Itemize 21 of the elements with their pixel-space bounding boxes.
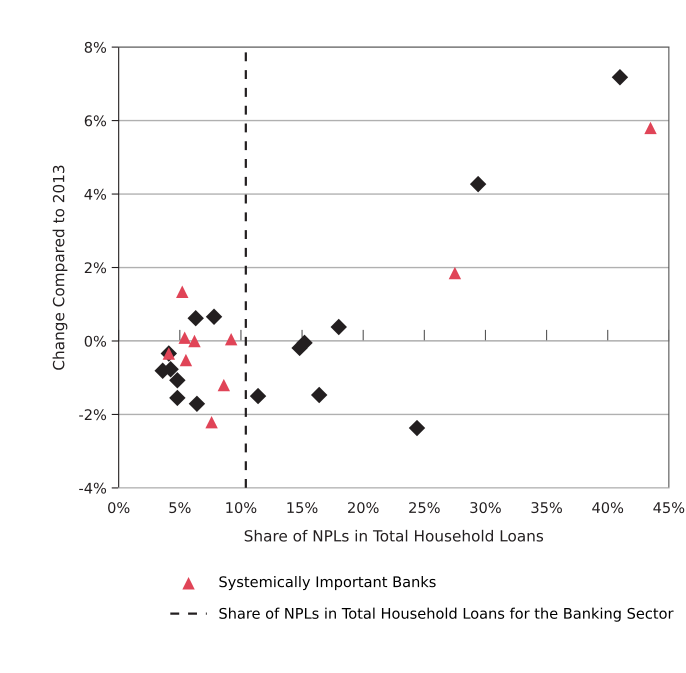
x-axis-title: Share of NPLs in Total Household Loans (244, 530, 544, 542)
x-tick-label: 15% (287, 502, 318, 514)
y-tick-label: 4% (84, 188, 106, 200)
legend-label: Share of NPLs in Total Household Loans for the Banking Sector (219, 608, 674, 622)
y-tick-label: -4% (79, 482, 106, 494)
x-tick-label: 0% (108, 502, 130, 514)
legend-label: Systemically Important Banks (219, 576, 436, 590)
y-tick-label: -2% (79, 409, 106, 420)
x-tick-label: 45% (653, 502, 684, 514)
y-tick-label: 6% (84, 115, 106, 126)
x-tick-label: 25% (409, 502, 440, 514)
x-tick-label: 5% (169, 502, 191, 514)
y-tick-label: 2% (84, 262, 106, 274)
y-axis-title: Change Compared to 2013 (52, 166, 68, 370)
x-tick-label: 10% (226, 502, 256, 514)
x-tick-label: 20% (348, 502, 379, 514)
x-tick-label: 30% (470, 502, 501, 514)
y-tick-label: 0% (84, 336, 106, 347)
x-tick-label: 35% (531, 502, 562, 514)
x-tick-label: 40% (592, 502, 624, 514)
y-tick-label: 8% (84, 42, 106, 53)
